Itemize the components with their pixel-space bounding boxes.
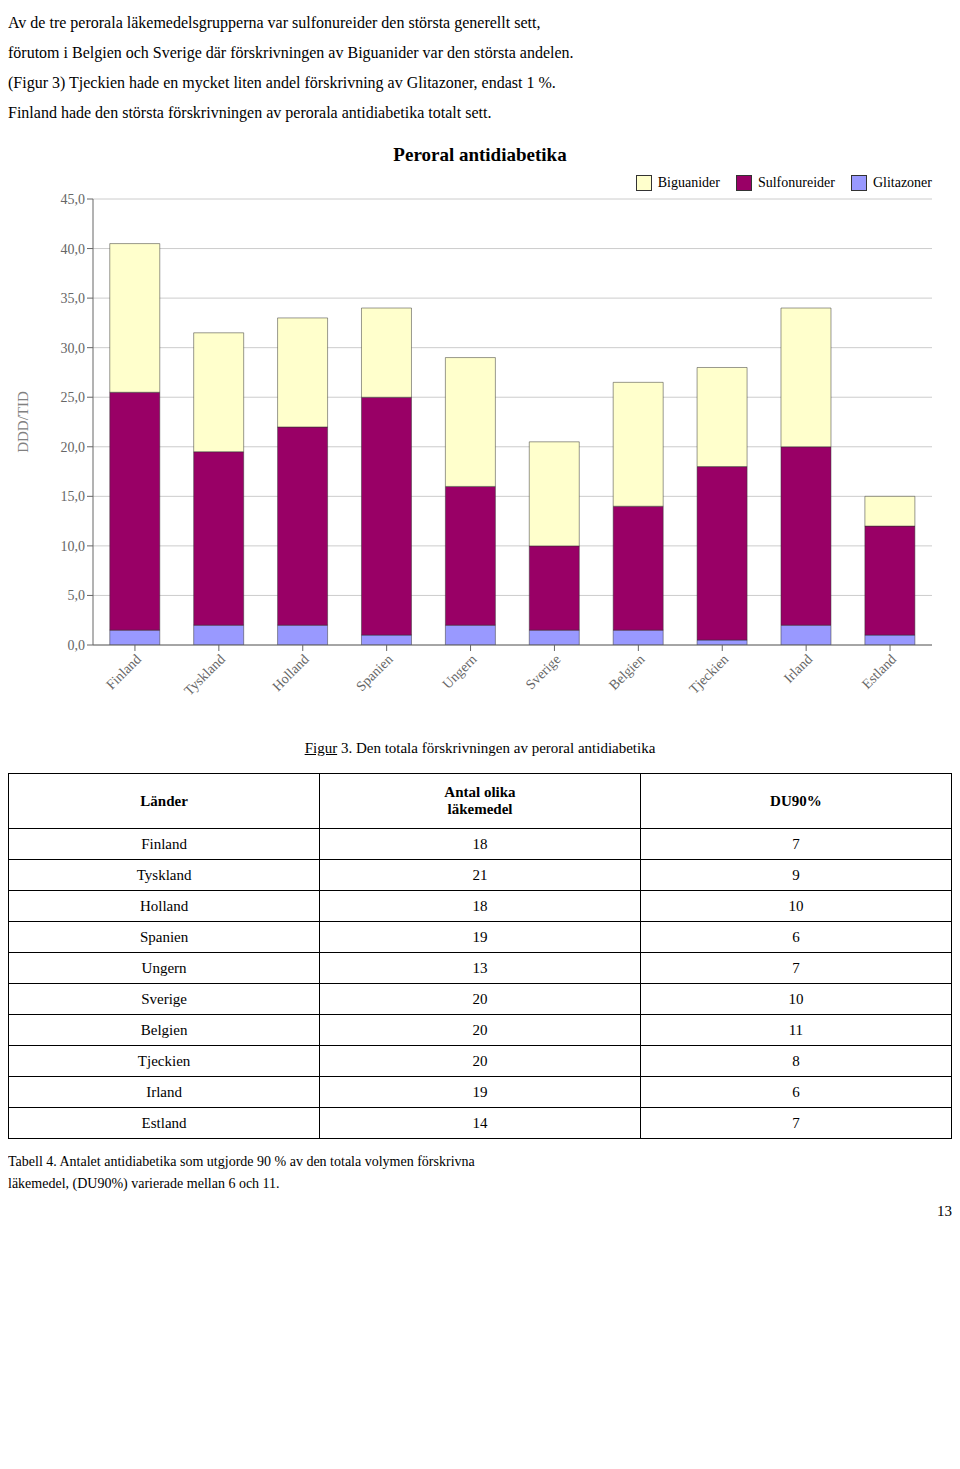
svg-text:30,0: 30,0 (61, 341, 86, 356)
html-text:20: 20 (472, 1021, 488, 1038)
html-text:Peroral antidiabetika: Peroral antidiabetika (393, 144, 567, 165)
svg-text:45,0: 45,0 (61, 192, 86, 207)
html-text:10: 10 (788, 990, 804, 1007)
html-text:DU90%: DU90% (770, 792, 822, 809)
html-text:Antal olika läkemedel: Antal olika läkemedel (444, 784, 516, 817)
svg-text:Belgien: Belgien (606, 652, 647, 693)
html-text:Tjeckien: Tjeckien (137, 1052, 191, 1069)
svg-text:35,0: 35,0 (61, 291, 86, 306)
html-text:Sulfonureider: Sulfonureider (757, 175, 835, 190)
html-text:7: 7 (792, 959, 800, 976)
html-text:14: 14 (472, 1114, 488, 1131)
html-text:21: 21 (472, 866, 488, 883)
svg-text:5,0: 5,0 (68, 588, 86, 603)
html-text:Tyskland: Tyskland (136, 866, 192, 883)
html-text:6: 6 (792, 1083, 800, 1100)
svg-text:Ungern: Ungern (439, 652, 479, 692)
html-text:Glitazoner: Glitazoner (872, 175, 932, 190)
html-text:Tabell 4. Antalet antidiabetik: Tabell 4. Antalet antidiabetika som utgj… (8, 1154, 475, 1169)
html-text:Finland: Finland (141, 835, 187, 852)
html-text:13: 13 (937, 1203, 952, 1219)
html-text:Sverige: Sverige (141, 990, 187, 1007)
html-text:Länder: Länder (140, 792, 188, 809)
html-text:Biguanider: Biguanider (657, 175, 720, 190)
html-text:Finland hade den största försk: Finland hade den största förskrivningen … (8, 104, 492, 121)
svg-text:40,0: 40,0 (61, 242, 86, 257)
html-text:Spanien: Spanien (139, 928, 189, 945)
html-text:10: 10 (788, 897, 804, 914)
html-text:7: 7 (792, 835, 800, 852)
html-text:Holland: Holland (139, 897, 189, 914)
html-text:18: 18 (472, 897, 488, 914)
svg-text:DDD/TID: DDD/TID (15, 391, 31, 453)
svg-text:20,0: 20,0 (61, 440, 86, 455)
html-text:Figur 3. Den totala förskrivni: Figur 3. Den totala förskrivningen av pe… (304, 740, 656, 756)
html-text:18: 18 (472, 835, 488, 852)
svg-text:15,0: 15,0 (61, 489, 86, 504)
html-text:20: 20 (472, 1052, 488, 1069)
svg-text:Tjeckien: Tjeckien (686, 652, 731, 697)
html-text:Av de tre perorala läkemedelsg: Av de tre perorala läkemedelsgrupperna v… (8, 14, 541, 31)
html-text:8: 8 (792, 1052, 800, 1069)
html-text:9: 9 (792, 866, 800, 883)
svg-text:Spanien: Spanien (353, 652, 396, 695)
html-text:läkemedel, (DU90%) varierade m: läkemedel, (DU90%) varierade mellan 6 oc… (8, 1176, 280, 1191)
html-text:Irland: Irland (146, 1083, 182, 1100)
html-text:Ungern: Ungern (141, 959, 187, 976)
svg-text:Estland: Estland (859, 652, 899, 692)
html-text:20: 20 (472, 990, 488, 1007)
svg-text:Irland: Irland (781, 652, 815, 686)
html-text:19: 19 (472, 928, 488, 945)
svg-text:Sverige: Sverige (523, 652, 564, 693)
svg-text:0,0: 0,0 (68, 638, 86, 653)
html-text:19: 19 (472, 1083, 488, 1100)
svg-text:Finland: Finland (103, 652, 144, 693)
html-text:6: 6 (792, 928, 800, 945)
html-text:(Figur 3) Tjeckien hade en myc: (Figur 3) Tjeckien hade en mycket liten … (8, 74, 556, 91)
html-text:13: 13 (472, 959, 488, 976)
svg-text:Holland: Holland (269, 652, 312, 695)
svg-text:Tyskland: Tyskland (181, 652, 228, 699)
html-text:7: 7 (792, 1114, 800, 1131)
html-text:Estland: Estland (141, 1114, 187, 1131)
html-text:förutom i Belgien och Sverige: förutom i Belgien och Sverige där förskr… (8, 44, 574, 61)
html-text:Belgien: Belgien (140, 1021, 188, 1038)
svg-text:10,0: 10,0 (61, 539, 86, 554)
svg-text:25,0: 25,0 (61, 390, 86, 405)
html-text:11: 11 (788, 1021, 804, 1038)
